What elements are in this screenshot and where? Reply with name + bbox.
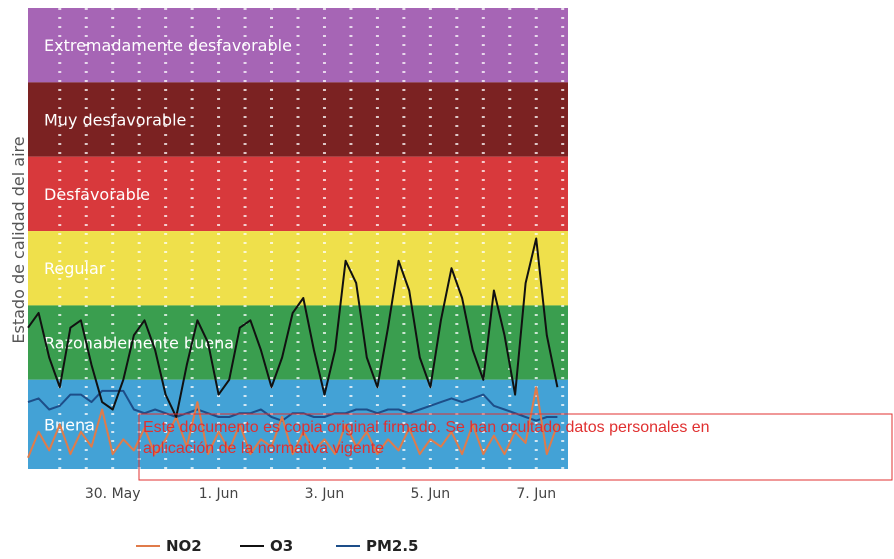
- stamp-box: [138, 413, 893, 481]
- band-label: Razonablemente buena: [44, 334, 234, 353]
- band-label: Regular: [44, 259, 106, 278]
- x-tick-label: 1. Jun: [199, 486, 239, 502]
- stamp-line-1: Este documento es copia original firmado…: [143, 419, 710, 436]
- band-label: Muy desfavorable: [44, 111, 186, 130]
- band-label: Extremadamente desfavorable: [44, 36, 292, 55]
- series-line-pm25: [27, 389, 558, 422]
- legend-label: NO2: [166, 537, 202, 555]
- series-line-o3: [27, 237, 559, 418]
- band-label: Desfavorable: [44, 185, 150, 204]
- signature-stamp: Este documento es copia original firmado…: [138, 413, 893, 481]
- x-axis-ticks: 30. May 1. Jun 3. Jun 5. Jun 7. Jun: [85, 486, 556, 502]
- y-axis-label: Estado de calidad del aire: [9, 136, 28, 343]
- legend-item-no2[interactable]: NO2: [136, 537, 202, 555]
- legend-label: O3: [270, 537, 293, 555]
- series-line-no2: [27, 386, 559, 459]
- legend-label: PM2.5: [366, 537, 419, 555]
- band-desfavorable: [28, 156, 568, 232]
- series-lines: [27, 237, 559, 459]
- legend-item-pm25[interactable]: PM2.5: [336, 537, 419, 555]
- quality-bands: Extremadamente desfavorable Muy desfavora…: [28, 8, 568, 469]
- legend-item-o3[interactable]: O3: [240, 537, 293, 555]
- x-tick-label: 30. May: [85, 486, 141, 502]
- legend: NO2 O3 PM2.5: [136, 537, 419, 555]
- x-tick-label: 3. Jun: [305, 486, 345, 502]
- stamp-line-2: aplicación de la normativa vigente: [143, 440, 384, 457]
- x-tick-label: 7. Jun: [516, 486, 556, 502]
- x-tick-label: 5. Jun: [411, 486, 451, 502]
